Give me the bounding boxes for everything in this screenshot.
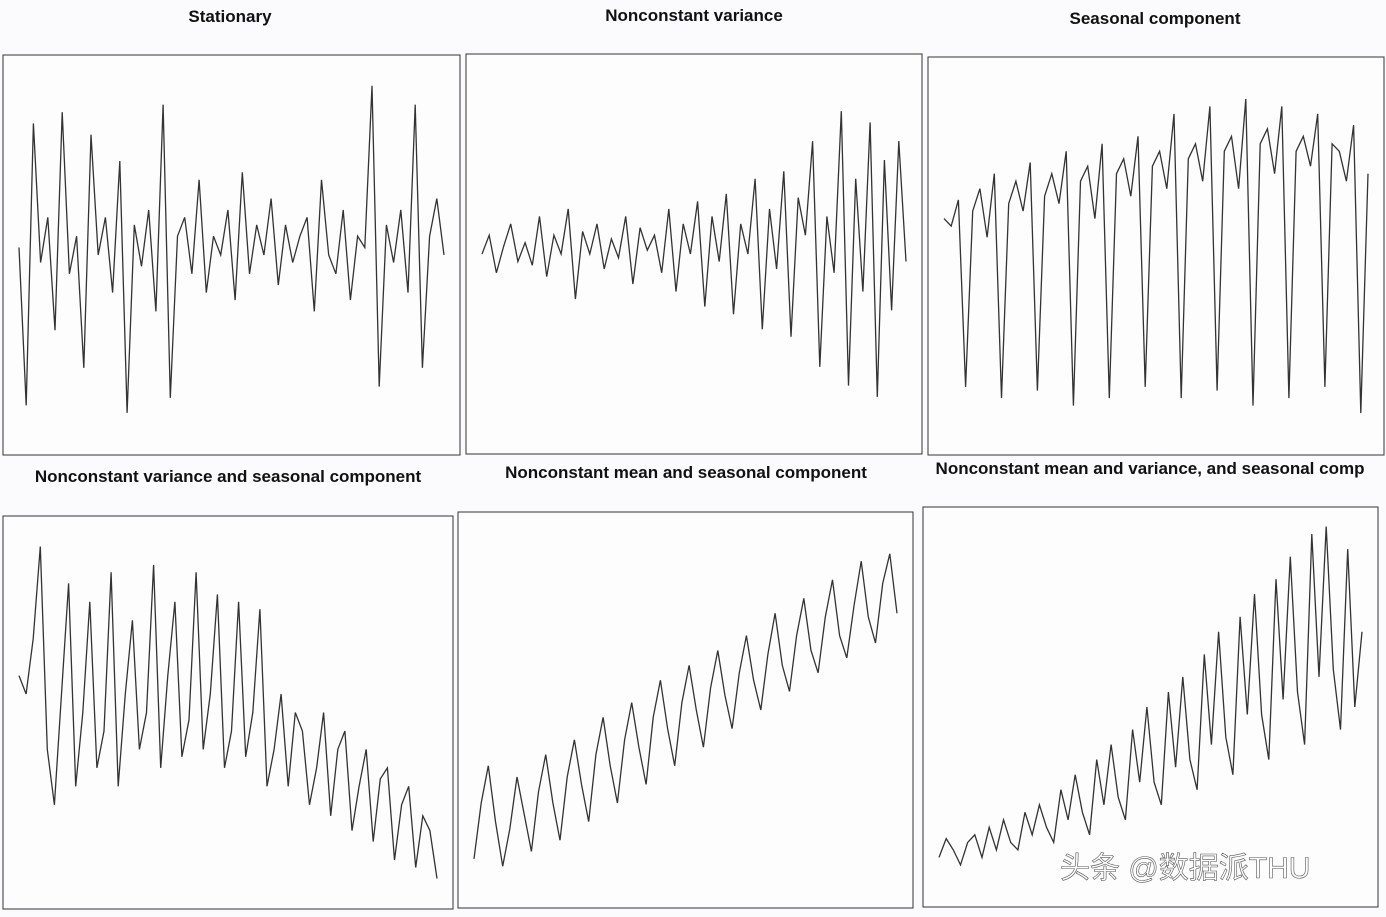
chart-title: Nonconstant variance [605, 6, 783, 25]
plot-frame [457, 511, 914, 909]
chart-title: Stationary [188, 7, 272, 26]
chart-title: Nonconstant mean and variance, and seaso… [936, 459, 1365, 478]
watermark: 头条 @数据派THU [1060, 852, 1310, 885]
chart-title: Nonconstant mean and seasonal component [505, 463, 867, 482]
plot-frame [465, 53, 923, 455]
series-line [481, 111, 907, 397]
series-line [943, 98, 1369, 414]
series-line [473, 553, 898, 867]
series-line [938, 526, 1363, 867]
plot-frame [927, 56, 1385, 456]
chart-title: Seasonal component [1070, 9, 1241, 28]
chart-title: Nonconstant variance and seasonal compon… [35, 467, 422, 486]
plot-frame [922, 506, 1379, 908]
plot-frame [2, 515, 454, 910]
series-line [18, 85, 445, 413]
series-line [18, 546, 438, 879]
